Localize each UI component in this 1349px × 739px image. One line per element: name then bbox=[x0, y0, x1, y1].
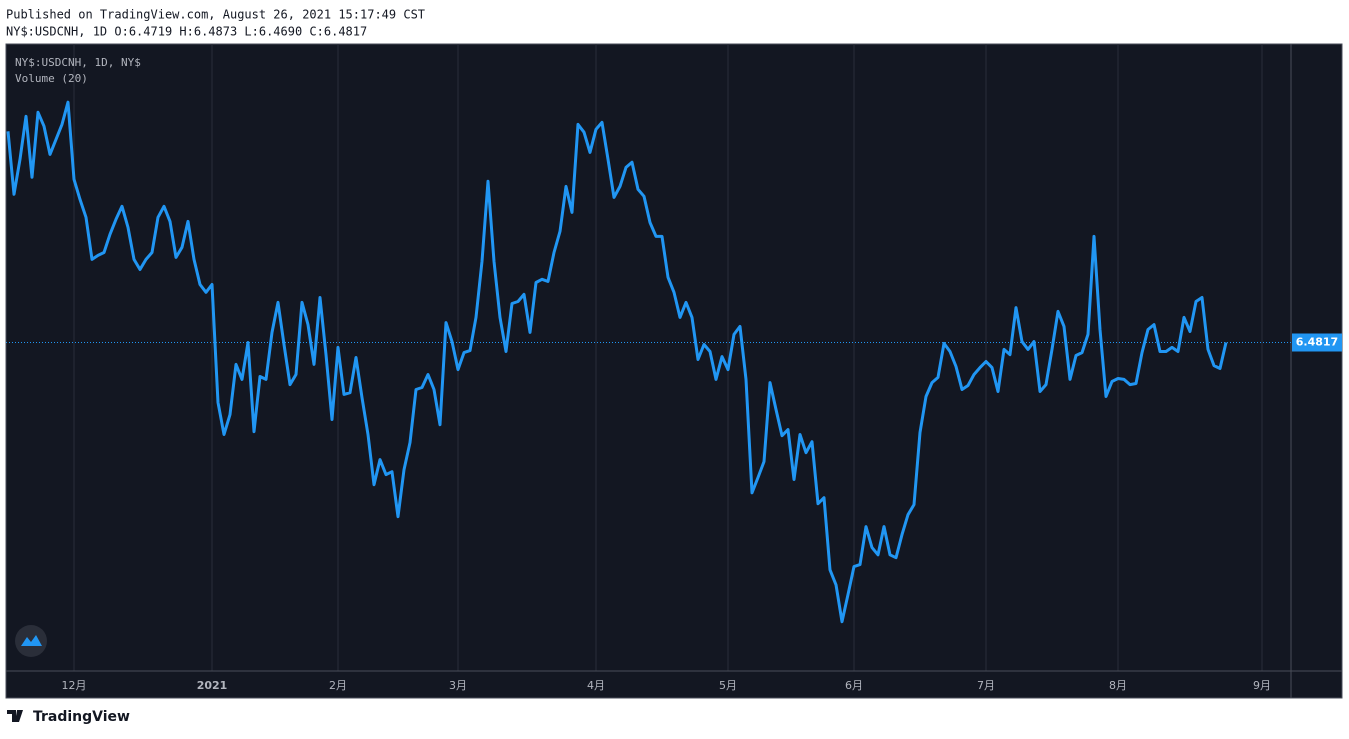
footer-logo: TradingView bbox=[7, 709, 130, 725]
last-price-box bbox=[1292, 333, 1342, 352]
chart-background bbox=[5, 43, 1343, 699]
grid bbox=[73, 44, 1263, 671]
x-tick-label: 7月 bbox=[977, 679, 995, 692]
ohlc-line: NY$:USDCNH, 1D O:6.4719 H:6.4873 L:6.469… bbox=[6, 25, 367, 39]
x-tick-label: 4月 bbox=[587, 679, 605, 692]
x-tick-label: 8月 bbox=[1109, 679, 1127, 692]
last-price-label: 6.4817 bbox=[1296, 335, 1338, 348]
x-tick-label: 9月 bbox=[1253, 679, 1271, 692]
legend-indicator: Volume (20) bbox=[15, 72, 88, 85]
x-tick-label: 3月 bbox=[449, 679, 467, 692]
x-tick-label: 2021 bbox=[197, 679, 228, 692]
brand-name: TradingView bbox=[33, 709, 130, 725]
logo-badge bbox=[15, 625, 47, 657]
x-tick-label: 6月 bbox=[845, 679, 863, 692]
legend-series: NY$:USDCNH, 1D, NY$ bbox=[15, 56, 141, 69]
published-line: Published on TradingView.com, August 26,… bbox=[6, 8, 425, 22]
x-tick-label: 2月 bbox=[329, 679, 347, 692]
plot-area bbox=[6, 100, 1291, 624]
x-tick-label: 12月 bbox=[62, 679, 87, 692]
x-tick-label: 5月 bbox=[719, 679, 737, 692]
